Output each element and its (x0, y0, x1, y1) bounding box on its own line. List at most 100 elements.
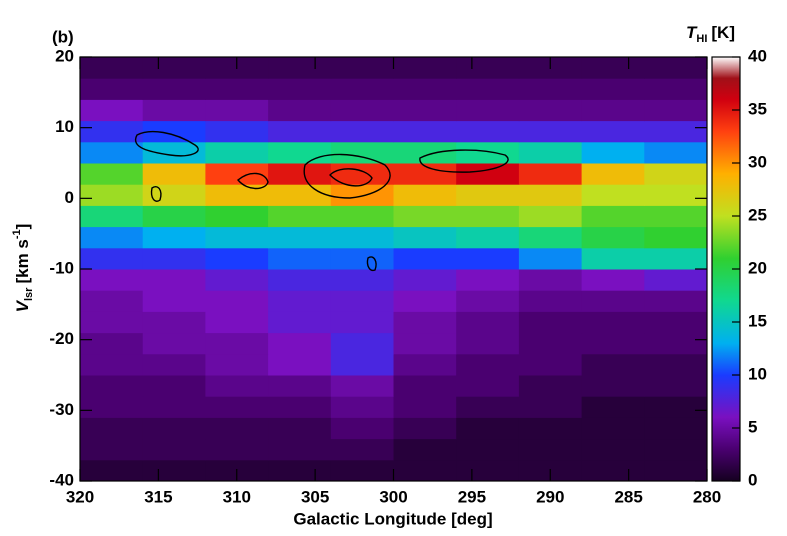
heat-cell (456, 163, 520, 185)
heat-cell (330, 375, 394, 397)
y-tick-label: -40 (49, 470, 74, 489)
heat-cell (581, 459, 645, 482)
heat-cell (330, 332, 394, 355)
heat-cell (142, 226, 206, 249)
x-tick-label: 320 (66, 487, 94, 506)
heat-cell (268, 141, 332, 164)
colorbar-tick-label: 35 (748, 99, 767, 118)
heat-cell (644, 311, 708, 334)
heat-cell (268, 99, 332, 122)
heat-cell (644, 141, 708, 164)
heat-cell (581, 269, 645, 291)
x-tick-label: 310 (223, 487, 251, 506)
contours (134, 130, 509, 272)
y-tick-label: 0 (65, 188, 74, 207)
heat-cell (581, 290, 645, 312)
heat-cell (518, 141, 583, 164)
heat-cell (581, 247, 645, 270)
heat-cell (205, 226, 269, 249)
heat-cell (456, 311, 520, 334)
x-tick-label: 315 (144, 487, 172, 506)
heat-cell (456, 57, 520, 79)
heat-cell (581, 353, 645, 376)
heat-cell (142, 205, 206, 228)
heat-cell (456, 120, 520, 143)
heat-cell (142, 459, 206, 482)
heat-cell (644, 438, 708, 461)
heat-cell (581, 332, 645, 355)
heat-cell (456, 226, 520, 249)
heat-cell (393, 226, 457, 249)
heat-cell (518, 417, 583, 440)
heat-cell (393, 120, 457, 143)
heat-cell (581, 438, 645, 461)
heat-cell (142, 375, 206, 397)
heat-cell (330, 269, 394, 291)
heat-cell (581, 57, 645, 79)
heat-cell (456, 78, 520, 100)
heat-cell (80, 99, 144, 122)
heat-cell (268, 226, 332, 249)
heat-cell (205, 78, 269, 100)
heat-cell (142, 353, 206, 376)
heat-cell (393, 163, 457, 185)
heat-cell (393, 438, 457, 461)
y-tick-label: -10 (49, 258, 74, 277)
contour (419, 149, 509, 173)
heat-cell (581, 226, 645, 249)
heat-cell (142, 57, 206, 79)
heat-cell (80, 396, 144, 418)
heat-cell (518, 247, 583, 270)
x-tick-label: 305 (301, 487, 329, 506)
heat-cell (393, 269, 457, 291)
heat-cell (268, 332, 332, 355)
heat-cell (142, 120, 206, 143)
heat-cell (518, 375, 583, 397)
colorbar-label: THI [K] (686, 23, 735, 44)
heat-cell (80, 141, 144, 164)
colorbar-tick-label: 10 (748, 364, 767, 383)
heat-cell (456, 205, 520, 228)
heat-cell (581, 375, 645, 397)
heat-cell (644, 99, 708, 122)
heat-cell (581, 141, 645, 164)
contour (303, 153, 391, 199)
heat-cell (393, 375, 457, 397)
heat-cell (518, 311, 583, 334)
heat-cell (268, 311, 332, 334)
panel-label: (b) (52, 27, 74, 46)
heat-cell (644, 459, 708, 482)
heat-cell (330, 120, 394, 143)
heat-cell (644, 396, 708, 418)
x-tick-label: 285 (614, 487, 642, 506)
heat-cell (80, 184, 144, 206)
heat-cell (330, 163, 394, 185)
heat-cell (205, 269, 269, 291)
heat-cell (518, 290, 583, 312)
heat-cell (456, 247, 520, 270)
heat-cell (581, 120, 645, 143)
heat-cell (518, 332, 583, 355)
heat-cell (80, 332, 144, 355)
heat-cell (393, 311, 457, 334)
heat-cell (644, 205, 708, 228)
colorbar-tick-label: 20 (748, 258, 767, 277)
y-tick-label: 10 (55, 117, 74, 136)
y-tick-label: -20 (49, 329, 74, 348)
heat-cell (142, 141, 206, 164)
x-tick-label: 300 (379, 487, 407, 506)
heat-cell (581, 205, 645, 228)
heat-cell (644, 290, 708, 312)
x-axis-label: Galactic Longitude [deg] (293, 509, 492, 528)
heat-cell (581, 311, 645, 334)
y-axis-label: Vlsr [km s-1] (11, 224, 35, 313)
heat-cell (456, 269, 520, 291)
contour (150, 186, 162, 202)
heat-cell (456, 417, 520, 440)
heat-cell (268, 290, 332, 312)
heat-cell (330, 311, 394, 334)
y-label-sup: -1 (11, 229, 23, 239)
heat-cell (330, 184, 394, 206)
heat-cell (581, 78, 645, 100)
